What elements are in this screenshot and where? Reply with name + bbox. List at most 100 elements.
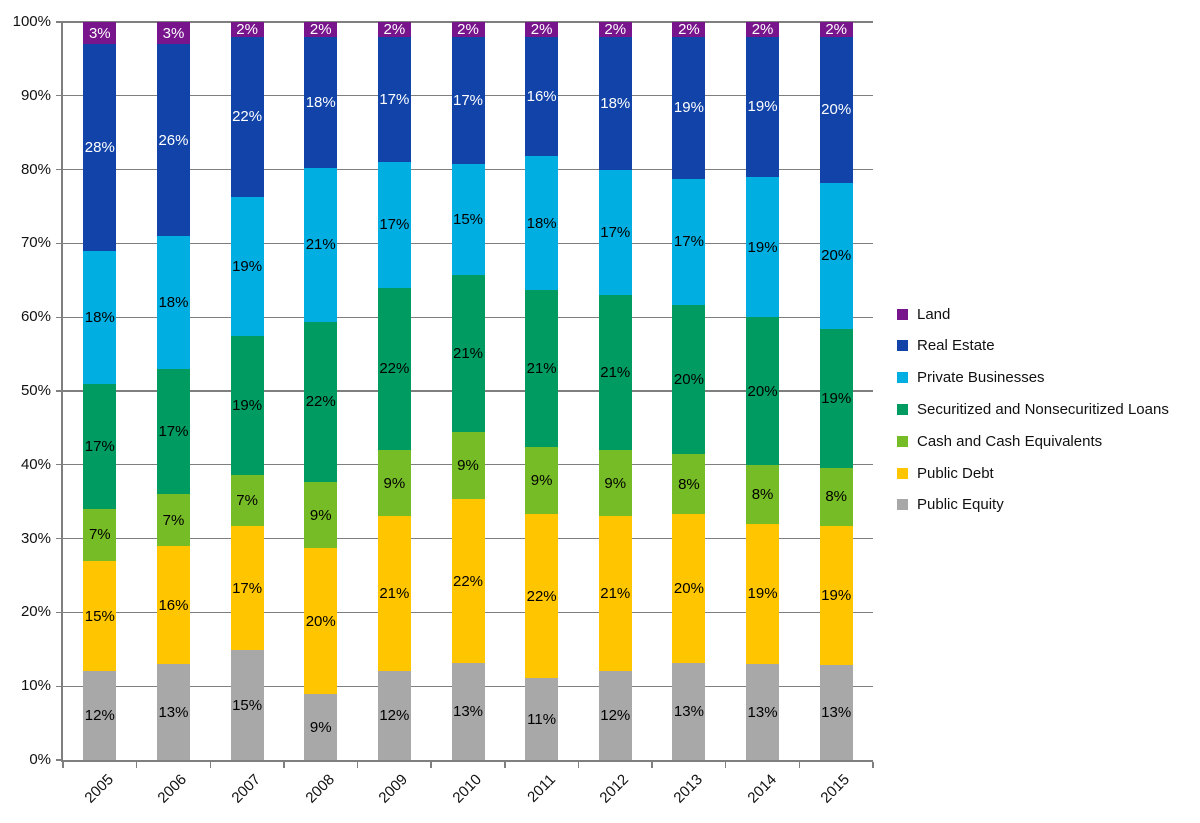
y-axis-tick [56,316,63,318]
data-label: 22% [526,587,557,605]
legend-label: Public Debt [917,464,994,482]
bar-segment [156,545,190,665]
bar-segment [746,317,780,465]
bar-segment [746,464,780,524]
data-label: 17% [452,91,484,109]
data-label: 13% [158,703,189,721]
bar-segment [746,523,780,665]
data-label: 7% [162,511,185,529]
legend-label: Public Equity [917,496,1004,514]
data-label: 8% [825,488,848,506]
bar-segment [672,514,706,664]
bar-segment [156,22,190,45]
y-axis-tick [56,242,63,245]
legend-label: Land [917,305,951,323]
bar-segment [83,671,117,760]
data-label: 21% [305,236,336,254]
bar-segment [598,295,632,451]
data-label: 15% [452,211,484,229]
legend-item: Public Debt [897,463,994,483]
data-label: 17% [232,579,263,597]
data-label: 19% [747,585,778,603]
bar-segment [377,162,411,288]
bar-segment [304,168,338,322]
bar-segment [83,22,117,45]
data-label: 26% [158,131,189,149]
bar-segment [377,671,411,760]
y-axis-tick [56,611,63,614]
data-label: 20% [673,371,704,389]
bar-segment [525,514,559,678]
bar-segment [672,305,706,455]
y-axis-tick [56,537,63,540]
bar-segment [451,663,485,760]
x-axis-tick [135,762,138,768]
bar-segment [304,548,338,695]
x-axis-tick [62,762,64,768]
bar-segment [83,509,117,561]
data-label: 18% [305,93,336,111]
y-axis-tick [56,759,63,761]
bar-segment [451,499,485,664]
bar-segment [819,182,853,329]
data-label: 12% [84,707,115,725]
x-axis-category-label: 2009 [375,771,412,807]
data-label: 19% [747,98,778,116]
bar-segment [230,526,264,651]
data-label: 20% [673,580,704,598]
bar-segment [672,663,706,760]
data-label: 8% [678,475,700,493]
bar-segment [746,36,780,177]
data-label: 2% [604,20,627,38]
data-label: 15% [232,696,263,714]
data-label: 13% [452,703,484,721]
data-label: 20% [821,247,852,265]
data-label: 2% [530,20,553,38]
bar-segment [598,671,632,760]
data-label: 18% [600,94,631,112]
bar-segment [451,163,485,276]
legend-item: Land [897,304,950,324]
x-axis-category-label: 2012 [596,771,633,807]
data-label: 7% [236,492,258,510]
data-label: 22% [305,393,336,411]
data-label: 17% [379,216,410,234]
data-label: 17% [673,233,704,251]
legend-item: Private Businesses [897,368,1045,388]
y-axis-line [61,22,63,762]
data-label: 20% [305,612,336,630]
bar-segment [230,650,264,760]
bar-segment [672,36,706,179]
data-label: 3% [88,24,111,42]
bar-segment [451,22,485,37]
bar-segment [819,665,853,760]
bar-segment [672,178,706,306]
data-label: 19% [673,99,704,117]
bar-segment [377,22,411,37]
bar-segment [451,432,485,500]
y-axis-tick [56,168,63,171]
x-axis-tick [577,762,580,768]
bar-segment [525,22,559,37]
data-label: 9% [604,474,627,492]
y-axis-tick-label: 0% [29,751,51,768]
gridline [63,21,873,23]
x-axis-category-label: 2014 [743,771,780,807]
bar-segment [230,336,264,476]
data-label: 13% [673,703,704,721]
data-label: 19% [821,389,852,407]
data-label: 18% [158,293,189,311]
legend-item: Real Estate [897,336,995,356]
data-label: 9% [309,718,332,736]
legend-swatch-icon [897,403,908,415]
y-axis-tick [56,21,63,23]
bar-segment [525,36,559,157]
data-label: 2% [236,20,258,38]
data-label: 2% [383,20,406,38]
bar-segment [230,22,264,37]
bar-segment [746,664,780,760]
data-label: 3% [162,24,185,42]
bar-segment [672,22,706,37]
x-axis-category-label: 2011 [523,771,559,806]
